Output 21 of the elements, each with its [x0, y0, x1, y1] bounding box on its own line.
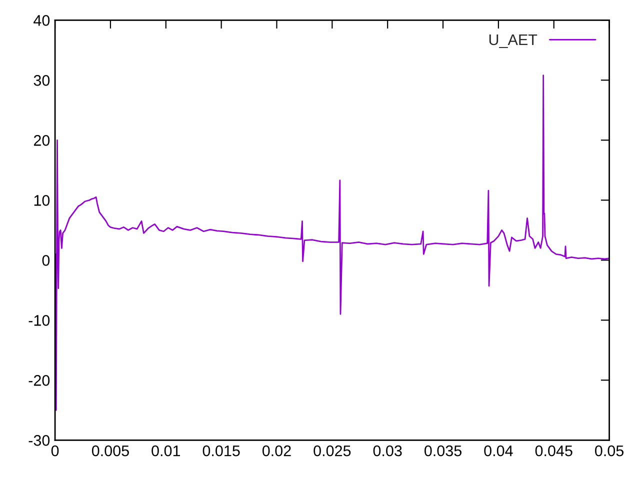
y-tick-label: 10: [34, 195, 50, 206]
y-tick-label: -20: [28, 375, 50, 386]
y-tick-label: 0: [42, 255, 50, 266]
line-series: [55, 74, 610, 411]
x-tick-label: 0.05: [595, 445, 624, 456]
y-tick-label: 40: [34, 15, 50, 26]
x-tick-label: 0: [51, 445, 59, 456]
legend-label: U_AET: [489, 34, 538, 48]
x-tick-label: 0.02: [262, 445, 291, 456]
x-tick-label: 0.01: [152, 445, 180, 456]
y-tick-label: -10: [28, 315, 50, 326]
x-tick-label: 0.005: [92, 445, 129, 456]
x-tick-label: 0.025: [314, 445, 351, 456]
x-tick-label: 0.015: [202, 445, 240, 456]
x-tick-label: 0.035: [424, 445, 462, 456]
x-tick-label: 0.03: [373, 445, 402, 456]
y-tick-label: 30: [34, 75, 50, 86]
x-tick-label: 0.04: [484, 445, 513, 456]
x-tick-label: 0.045: [535, 445, 572, 456]
y-tick-label: 20: [34, 135, 50, 146]
y-tick-label: -30: [28, 435, 50, 446]
